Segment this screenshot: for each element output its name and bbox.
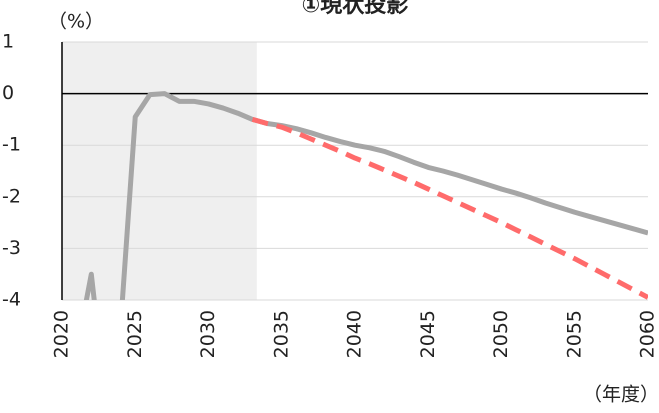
y-tick-label: -2 [2,185,21,207]
x-tick-label: 2050 [490,310,512,358]
shaded-region [62,42,257,300]
y-tick-label: -3 [2,237,21,259]
x-tick-label: 2035 [270,310,292,358]
x-tick-label: 2030 [197,310,219,358]
y-tick-label: -1 [2,134,21,156]
x-tick-label: 2025 [124,310,146,358]
y-tick-label: 1 [2,31,14,53]
x-tick-label: 2045 [417,310,439,358]
series-line [83,91,648,300]
y-tick-label: -4 [2,289,21,311]
x-tick-label: 2060 [637,310,659,358]
x-tick-label: 2055 [563,310,585,358]
y-unit: （%） [48,11,104,33]
series-line [251,116,648,300]
y-tick-label: 0 [2,82,14,104]
x-tick-label: 2020 [51,310,73,358]
chart-title: ①現状投影 [302,0,409,18]
x-unit: （年度） [583,384,659,406]
x-tick-label: 2040 [344,310,366,358]
